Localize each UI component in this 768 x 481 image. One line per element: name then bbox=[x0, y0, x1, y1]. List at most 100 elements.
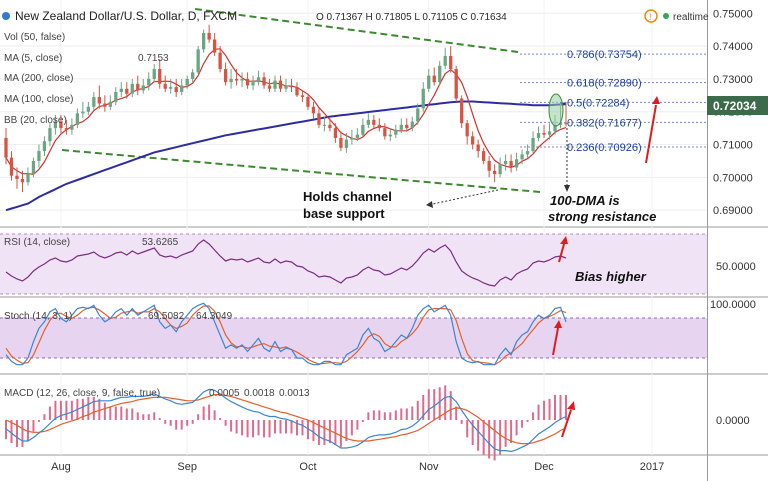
candle-body bbox=[388, 134, 392, 137]
candle-body bbox=[130, 83, 134, 94]
channel-note-line1: Holds channel bbox=[303, 189, 392, 204]
candle-body bbox=[108, 101, 112, 107]
price-tick-label: 0.69000 bbox=[713, 205, 753, 217]
candle-body bbox=[92, 96, 96, 107]
candle-body bbox=[300, 95, 305, 97]
macd-lines bbox=[5, 385, 567, 461]
stoch-label[interactable]: Stoch (14, 3, 1) bbox=[4, 311, 72, 322]
candle-body bbox=[119, 88, 123, 93]
candle-body bbox=[180, 85, 184, 93]
lower-pane-legend: RSI (14, close) 53.6265 Stoch (14, 3, 1)… bbox=[4, 237, 310, 399]
candle-body bbox=[152, 69, 156, 79]
price-tick-label: 0.73000 bbox=[713, 74, 753, 86]
macd-signal-value: 0.0013 bbox=[279, 388, 310, 399]
ma200-label[interactable]: MA (200, close) bbox=[4, 73, 73, 84]
rsi-polyline bbox=[5, 239, 567, 287]
candle-body bbox=[361, 124, 365, 135]
channel-note-line2: base support bbox=[303, 206, 385, 221]
fib-label: 0.5(0.72284) bbox=[567, 97, 629, 109]
time-tick-label: Sep bbox=[177, 461, 197, 473]
stoch-k-value: 69.5082 bbox=[148, 311, 185, 322]
candle-body bbox=[449, 55, 453, 70]
candle-body bbox=[465, 123, 469, 137]
candle-body bbox=[141, 85, 145, 91]
realtime-dot-icon bbox=[663, 13, 669, 19]
highlight-ellipse bbox=[548, 93, 564, 127]
stoch-lines bbox=[5, 302, 567, 366]
candle-body bbox=[48, 128, 52, 142]
macd-line-polyline bbox=[5, 388, 567, 453]
stoch-d-polyline bbox=[5, 305, 567, 366]
chart-header: New Zealand Dollar/U.S. Dollar, D, FXCM … bbox=[2, 9, 709, 23]
candle-body bbox=[322, 124, 327, 126]
candle-body bbox=[26, 174, 30, 183]
candle-body bbox=[31, 160, 36, 175]
candle-body bbox=[158, 69, 162, 84]
candle-body bbox=[558, 123, 563, 125]
candle-body bbox=[311, 106, 316, 114]
candle-body bbox=[136, 83, 140, 91]
ma100-polyline bbox=[5, 100, 567, 212]
macd-hist-value: 0.0005 bbox=[209, 388, 240, 399]
candle-body bbox=[229, 78, 233, 83]
candle-body bbox=[4, 137, 8, 158]
candle-body bbox=[42, 141, 47, 152]
candle-body bbox=[427, 75, 431, 89]
vol-label[interactable]: Vol (50, false) bbox=[4, 32, 65, 43]
indicator-legend: Vol (50, false) MA (5, close) 0.7153 MA … bbox=[4, 32, 169, 126]
candle-body bbox=[333, 128, 338, 138]
candle-body bbox=[218, 52, 222, 70]
candle-body bbox=[405, 124, 409, 129]
time-tick-label: 2017 bbox=[640, 461, 664, 473]
fib-label: 0.236(0.70926) bbox=[567, 142, 642, 154]
rsi-value: 53.6265 bbox=[142, 237, 179, 248]
time-tick-label: Nov bbox=[419, 461, 439, 473]
realtime-label: realtime bbox=[673, 12, 709, 23]
candle-body bbox=[443, 55, 447, 66]
ma5-value: 0.7153 bbox=[138, 53, 169, 64]
macd-line-value: 0.0018 bbox=[244, 388, 275, 399]
macd-label[interactable]: MACD (12, 26, close, 9, false, true) bbox=[4, 388, 160, 399]
candle-body bbox=[394, 129, 398, 135]
candle-body bbox=[207, 32, 211, 40]
candle-body bbox=[70, 124, 74, 130]
candle-body bbox=[372, 119, 376, 125]
candle-body bbox=[240, 78, 244, 81]
candle-body bbox=[267, 85, 272, 89]
candle-body bbox=[212, 39, 217, 53]
candle-body bbox=[460, 98, 464, 124]
candle-body bbox=[273, 80, 277, 89]
candle-body bbox=[328, 124, 332, 129]
bb-label[interactable]: BB (20, close) bbox=[4, 115, 67, 126]
candle-body bbox=[350, 137, 354, 140]
rsi-band bbox=[0, 233, 707, 295]
candle-body bbox=[438, 65, 442, 83]
ma100-label[interactable]: MA (100, close) bbox=[4, 94, 73, 105]
candle-body bbox=[185, 78, 189, 86]
candle-body bbox=[20, 178, 25, 183]
time-axis[interactable]: Aug Sep Oct Nov Dec 2017 bbox=[51, 461, 664, 473]
candle-body bbox=[520, 154, 524, 160]
candle-body bbox=[37, 151, 41, 161]
candle-body bbox=[339, 137, 343, 148]
candle-body bbox=[383, 128, 387, 137]
candle-body bbox=[416, 108, 420, 122]
stoch-axis-max: 100.0000 bbox=[710, 299, 756, 311]
candle-body bbox=[536, 133, 541, 138]
candle-body bbox=[421, 88, 425, 109]
rsi-label[interactable]: RSI (14, close) bbox=[4, 237, 70, 248]
alert-icon[interactable]: ! bbox=[649, 12, 652, 22]
candle-body bbox=[482, 151, 486, 161]
candle-body bbox=[553, 124, 557, 132]
candle-body bbox=[15, 175, 19, 179]
ma5-label[interactable]: MA (5, close) bbox=[4, 53, 62, 64]
candle-body bbox=[234, 78, 239, 81]
candle-body bbox=[564, 123, 568, 125]
candle-body bbox=[147, 78, 151, 86]
candle-body bbox=[81, 111, 85, 114]
candle-body bbox=[487, 160, 491, 171]
candles bbox=[4, 24, 568, 193]
stoch-d-value: 64.3049 bbox=[196, 311, 233, 322]
